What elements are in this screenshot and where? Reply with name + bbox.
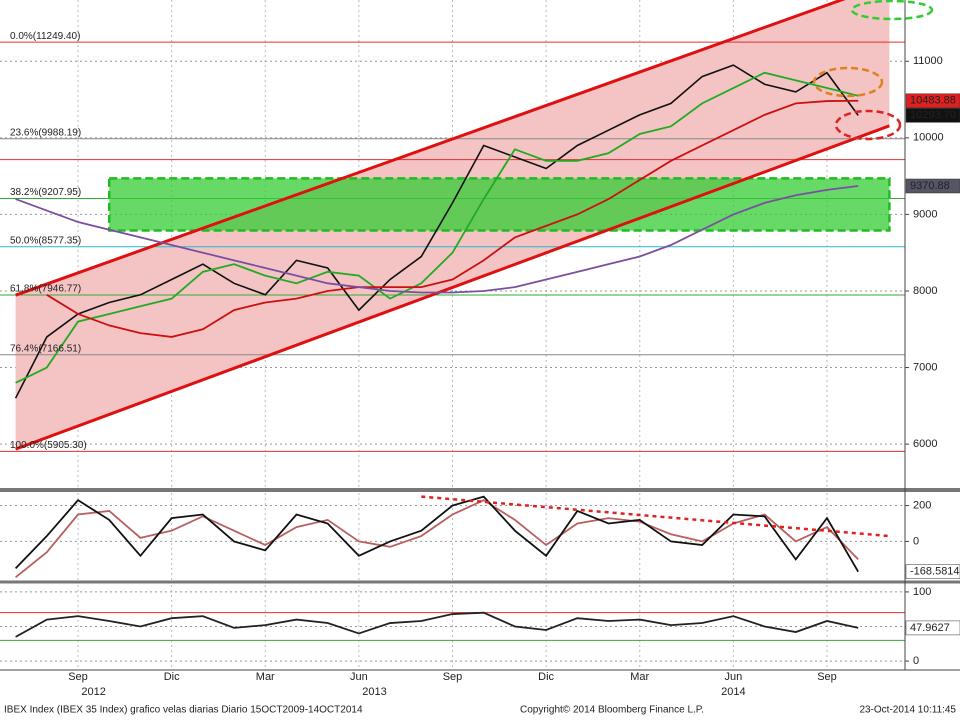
y-tick-label: 0: [913, 535, 919, 547]
x-tick-label: Dic: [164, 671, 180, 683]
plot-layer: Sep Dic Mar Jun Sep Dic Mar Jun Sep 2012 2013 2014 6…: [0, 0, 960, 698]
series-line: [15, 185, 859, 294]
level-label: 0.0%(11249.40): [10, 31, 80, 42]
level-label: 38.2%(9207.95): [10, 187, 81, 198]
panel: [0, 0, 905, 452]
y-tick-label: 100: [913, 586, 931, 598]
series-line: [14, 495, 859, 573]
series-line: [15, 71, 859, 384]
x-tick-label: Jun: [350, 671, 368, 683]
level-label: 76.4%(7166.51): [10, 343, 81, 354]
level-label: 23.6%(9988.19): [10, 127, 81, 138]
value-tag-label: -168.5814: [910, 566, 960, 578]
footer-right: 23-Oct-2014 10:11:45: [859, 705, 956, 716]
annotation-ellipse: [850, 0, 934, 21]
channel-line: [15, 124, 890, 451]
x-tick-label: Sep: [443, 671, 463, 683]
value-tag: [905, 564, 960, 579]
y-tick-label: 200: [913, 499, 931, 511]
value-tag: [905, 178, 960, 194]
series-line: [15, 499, 859, 579]
x-tick-label: Jun: [724, 671, 742, 683]
x-year-label: 2013: [362, 686, 386, 698]
panel: [0, 591, 905, 662]
value-tag-label: 10483.88: [910, 95, 956, 107]
level-label: 61.8%(7946.77): [10, 284, 81, 295]
series-line: [15, 611, 859, 638]
y-tick-label: 7000: [913, 361, 937, 373]
y-tick-label: 6000: [913, 438, 937, 450]
footer-left: IBEX Index (IBEX 35 Index) grafico velas…: [4, 705, 363, 716]
x-year-label: 2012: [81, 686, 105, 698]
x-year-label: 2014: [721, 686, 745, 698]
panel: [0, 495, 905, 579]
value-tag: [905, 620, 960, 636]
y-tick-label: 11000: [913, 55, 943, 67]
x-tick-label: Sep: [68, 671, 88, 683]
series-line: [14, 64, 859, 399]
x-tick-label: Dic: [538, 671, 554, 683]
y-tick-label: 0: [913, 655, 919, 667]
annotation-ellipse: [812, 66, 884, 98]
value-tag-label: 47.9627: [910, 622, 950, 634]
y-tick-label: 10000: [913, 132, 944, 144]
level-label: 100.0%(5905.30): [10, 440, 87, 451]
annotation-ellipse: [834, 109, 902, 141]
level-label: 50.0%(8577.35): [10, 235, 81, 246]
value-tag-label: 10293.70: [910, 109, 956, 121]
value-tag-label: 9370.88: [910, 180, 950, 192]
zone: [107, 177, 891, 232]
y-tick-label: 8000: [913, 285, 937, 297]
value-tag: [905, 108, 960, 123]
value-tag: [905, 93, 960, 109]
y-tick-label: 9000: [913, 208, 937, 220]
x-tick-label: Sep: [817, 671, 837, 683]
trend-line: [421, 495, 890, 538]
footer-center: Copyright© 2014 Bloomberg Finance L.P.: [520, 705, 704, 716]
x-tick-label: Mar: [630, 671, 649, 683]
x-tick-label: Mar: [256, 671, 275, 683]
series-line: [46, 99, 859, 338]
